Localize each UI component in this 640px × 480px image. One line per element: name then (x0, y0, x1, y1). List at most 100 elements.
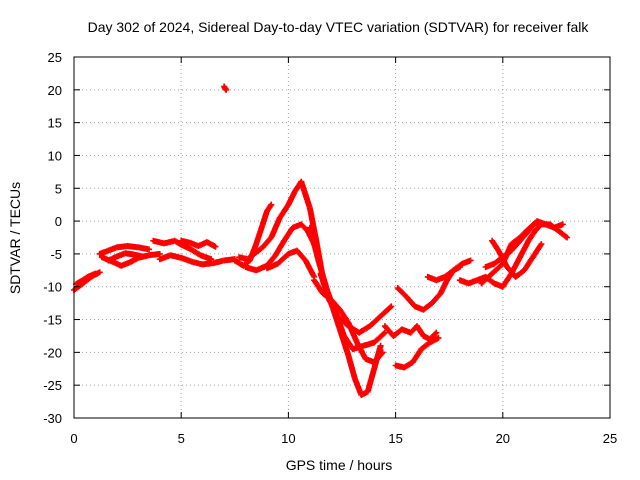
data-point (212, 243, 219, 250)
series-arc-morning-c (105, 250, 146, 264)
y-tick-label: 15 (48, 116, 62, 131)
y-tick-label: -30 (43, 411, 62, 426)
data-point (253, 222, 266, 248)
x-tick-label: 25 (603, 431, 617, 446)
data-point (377, 342, 384, 349)
data-point (529, 242, 544, 261)
series-arc-early-2 (73, 270, 99, 288)
data-point (450, 261, 464, 274)
series-arc-dip-a (298, 178, 384, 398)
data-point (555, 227, 569, 240)
y-tick-label: 5 (55, 181, 62, 196)
data-point (467, 257, 474, 264)
data-point (223, 86, 230, 93)
x-tick-label: 5 (178, 431, 185, 446)
data-point (272, 239, 287, 259)
data-point (517, 229, 529, 241)
x-axis-label: GPS time / hours (286, 457, 393, 473)
data-point (394, 285, 409, 299)
data-point (371, 330, 387, 346)
data-point (521, 255, 535, 274)
data-point (135, 244, 151, 252)
data-point (92, 270, 99, 277)
series-arc-mid-b (156, 252, 238, 268)
data-point (264, 203, 274, 215)
data-point (559, 221, 566, 228)
data-point (426, 330, 439, 343)
data-point (345, 319, 360, 345)
data-point (276, 203, 291, 221)
data-point (274, 251, 291, 267)
data-point (409, 347, 424, 366)
data-point (244, 251, 256, 263)
data-point (298, 178, 313, 210)
data-point (418, 340, 432, 353)
data-point (437, 278, 450, 297)
data-point (251, 245, 265, 257)
data-point (499, 271, 514, 290)
data-point (499, 242, 514, 267)
data-point (146, 246, 153, 253)
data-point (441, 268, 456, 280)
data-point (328, 296, 342, 312)
series-arc-post-a (381, 323, 440, 343)
data-point (96, 269, 103, 276)
data-point (433, 329, 440, 336)
data-point (379, 349, 386, 356)
data-point (345, 352, 358, 381)
series-arc-evening-a (456, 221, 571, 290)
series-arc-morning-a (96, 243, 153, 257)
data-point (366, 314, 383, 330)
data-point (512, 268, 526, 280)
data-point (298, 221, 310, 233)
x-axis: 0 5 10 15 20 25 (70, 57, 617, 446)
data-point (429, 291, 443, 307)
data-point (489, 261, 505, 277)
data-point (403, 293, 417, 309)
data-point (302, 257, 317, 279)
series-arc-mid-c (178, 237, 219, 250)
y-tick-label: -25 (43, 378, 62, 393)
data-point (268, 216, 283, 241)
data-point (364, 367, 377, 395)
series-arc-dip-d (311, 277, 386, 366)
data-point (259, 235, 274, 251)
data-point (381, 329, 388, 336)
data-point (336, 306, 351, 325)
data-point (538, 241, 545, 248)
data-point (435, 334, 442, 341)
data-point (306, 224, 321, 262)
data-point (517, 239, 531, 261)
data-point (268, 201, 275, 208)
data-point (311, 277, 325, 295)
y-axis-label: SDTVAR / TECUs (7, 182, 23, 294)
x-tick-label: 15 (388, 431, 402, 446)
data-point (354, 339, 368, 361)
data-point (221, 83, 228, 91)
series-arc-rise-b (236, 178, 305, 263)
series-arc-morning-b (98, 250, 163, 269)
data-point (222, 85, 229, 93)
data-point (285, 189, 298, 208)
x-tick-label: 10 (281, 431, 295, 446)
data-point (542, 221, 549, 228)
series-arc-rise-a (231, 201, 275, 269)
series-arc-post-b (392, 334, 442, 371)
y-tick-label: -5 (50, 247, 62, 262)
series-arc-evening-d (478, 220, 549, 287)
data-marks (71, 83, 571, 398)
series-arc-dip-c (317, 270, 395, 336)
series-outlier (221, 83, 230, 93)
data-point (139, 253, 146, 260)
data-point (564, 234, 571, 241)
data-point (306, 205, 319, 243)
data-point (478, 271, 494, 287)
series-arc-post-d (424, 257, 474, 284)
x-tick-label: 0 (70, 431, 77, 446)
y-tick-label: 25 (48, 50, 62, 65)
y-tick-label: 20 (48, 83, 62, 98)
data-point (341, 333, 355, 351)
chart-title: Day 302 of 2024, Sidereal Day-to-day VTE… (88, 19, 590, 35)
data-point (319, 290, 334, 302)
